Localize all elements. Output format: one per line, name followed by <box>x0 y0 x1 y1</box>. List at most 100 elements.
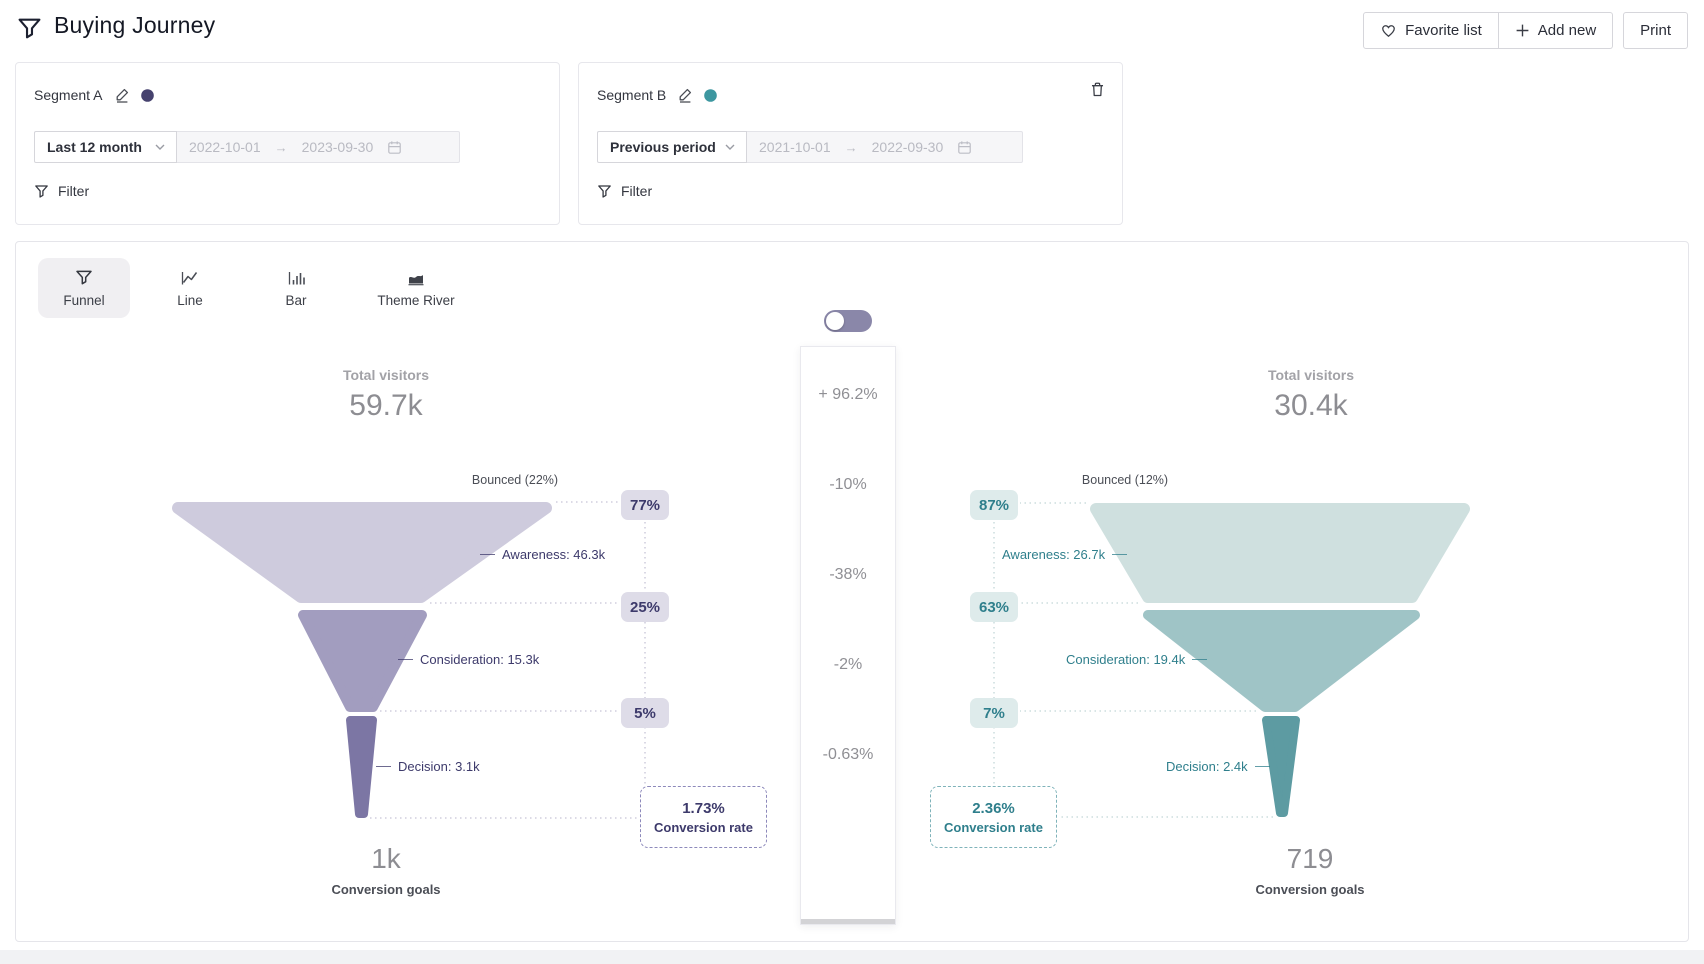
comparison-value-consideration: -38% <box>829 566 867 583</box>
header-button-group: Favorite list Add new <box>1363 12 1614 49</box>
funnel-b-conversion-rate-value: 2.36% <box>972 799 1015 817</box>
segment-a-preset-value: Last 12 month <box>47 139 142 155</box>
arrow-right-icon: → <box>274 139 288 155</box>
chevron-down-icon <box>155 144 165 150</box>
stage-tick <box>1192 659 1208 660</box>
funnel-b-conversion-rate-label: Conversion rate <box>944 819 1043 835</box>
funnel-b-segment-consideration-edge <box>1143 610 1420 712</box>
header-actions: Favorite list Add new Print <box>1363 12 1688 49</box>
funnel-a-total-visitors-value: 59.7k <box>349 389 423 422</box>
segment-a-name: Segment A <box>34 87 103 103</box>
tab-funnel[interactable]: Funnel <box>38 258 130 318</box>
chevron-down-icon <box>725 144 735 150</box>
segment-b-name: Segment B <box>597 87 667 103</box>
add-new-button[interactable]: Add new <box>1498 12 1614 49</box>
funnel-b-badge-decision: 7% <box>970 698 1018 728</box>
print-label: Print <box>1640 22 1671 39</box>
arrow-right-icon: → <box>844 139 858 155</box>
funnel-b-goals-label: Conversion goals <box>1255 882 1365 897</box>
funnel-a-segment-awareness-edge <box>172 502 552 603</box>
comparison-panel <box>800 346 896 925</box>
segment-b-preset-value: Previous period <box>610 139 716 155</box>
funnel-chart-icon <box>76 270 92 285</box>
funnel-a-badge-decision: 5% <box>621 698 669 728</box>
funnel-b-total-visitors-label: Total visitors <box>1267 367 1355 383</box>
segment-a-date-range-input[interactable]: 2022-10-01 → 2023-09-30 <box>177 131 460 163</box>
theme-river-icon <box>408 275 424 286</box>
funnel-title-icon <box>18 18 41 39</box>
tab-bar-label: Bar <box>285 293 307 308</box>
tab-theme-river[interactable]: Theme River <box>356 258 476 318</box>
funnel-b-badge-bounced: 87% <box>970 490 1018 520</box>
favorite-list-button[interactable]: Favorite list <box>1363 12 1499 49</box>
segment-a-edit-button[interactable] <box>112 85 132 105</box>
funnel-a-segment-consideration-edge <box>298 610 427 712</box>
segment-b-date-end: 2022-09-30 <box>871 139 944 155</box>
funnel-b-stage-consideration: Consideration: 19.4k <box>1066 652 1208 667</box>
funnel-b-badge-consideration: 63% <box>970 592 1018 622</box>
funnel-a-stage-awareness: Awareness: 46.3k <box>480 547 605 562</box>
funnel-a-conversion-rate-value: 1.73% <box>682 799 725 817</box>
funnel-a-bounced-label: Bounced (22%) <box>471 473 559 487</box>
funnel-a-goals-label: Conversion goals <box>331 882 441 897</box>
segment-b-date-range-input[interactable]: 2021-10-01 → 2022-09-30 <box>747 131 1023 163</box>
tab-bar[interactable]: Bar <box>250 258 342 318</box>
print-button[interactable]: Print <box>1623 12 1688 49</box>
funnel-b-stage-decision: Decision: 2.4k <box>1166 759 1270 774</box>
filter-funnel-icon <box>35 184 48 198</box>
segment-b-date-start: 2021-10-01 <box>759 139 831 155</box>
funnel-b-stage-awareness-label: Awareness: 26.7k <box>1002 547 1106 562</box>
stage-tick <box>1254 766 1270 767</box>
comparison-value-decision: -2% <box>833 656 863 673</box>
segment-a-filter-button[interactable]: Filter <box>34 183 89 199</box>
segment-b-filter-button[interactable]: Filter <box>597 183 652 199</box>
plus-icon <box>1516 24 1529 37</box>
segment-b-delete-button[interactable] <box>1089 81 1106 101</box>
funnel-a-conversion-rate-box: 1.73% Conversion rate <box>640 786 767 848</box>
funnel-b-total-visitors-value: 30.4k <box>1274 389 1348 422</box>
segment-b-edit-button[interactable] <box>675 85 695 105</box>
calendar-icon <box>958 140 972 154</box>
segment-b-card: Segment B Previous period <box>578 62 1123 225</box>
funnel-a-total-visitors-label: Total visitors <box>342 367 430 383</box>
funnel-a-badge-consideration: 25% <box>621 592 669 622</box>
page-bottom-strip <box>0 950 1704 964</box>
comparison-value-conversion: -0.63% <box>822 746 874 763</box>
funnel-b-segment-consideration[interactable] <box>1148 615 1415 707</box>
funnel-b-segment-awareness[interactable] <box>1096 509 1464 597</box>
segment-a-filter-label: Filter <box>58 183 90 199</box>
filter-funnel-icon <box>598 184 611 198</box>
stage-tick <box>376 766 391 767</box>
funnel-b-stage-awareness: Awareness: 26.7k <box>1002 547 1128 562</box>
bar-chart-icon <box>288 272 305 285</box>
stage-tick <box>480 554 495 555</box>
segment-a-date-start: 2022-10-01 <box>189 139 261 155</box>
funnel-b-bounced-label: Bounced (12%) <box>1081 473 1169 487</box>
favorite-list-label: Favorite list <box>1405 22 1482 39</box>
trash-icon <box>1091 82 1104 97</box>
funnel-b-stage-decision-label: Decision: 2.4k <box>1166 759 1248 774</box>
add-new-label: Add new <box>1537 22 1597 39</box>
funnel-a-conversion-rate-label: Conversion rate <box>654 819 753 835</box>
tab-line[interactable]: Line <box>144 258 236 318</box>
pencil-icon <box>116 88 128 103</box>
pencil-icon <box>679 88 692 103</box>
segment-b-preset-select[interactable]: Previous period <box>597 131 747 163</box>
comparison-toggle[interactable] <box>824 310 872 332</box>
funnel-a-segment-consideration[interactable] <box>303 615 422 707</box>
funnel-b-goals-value: 719 <box>1286 843 1334 874</box>
stage-tick <box>1112 554 1128 555</box>
funnel-b-conversion-rate-box: 2.36% Conversion rate <box>930 786 1057 848</box>
funnel-a-segment-awareness[interactable] <box>178 508 546 597</box>
funnel-a-stage-awareness-label: Awareness: 46.3k <box>502 547 606 562</box>
segment-a-color-dot <box>140 88 154 102</box>
tab-funnel-label: Funnel <box>63 293 105 308</box>
segment-a-header: Segment A <box>34 85 154 105</box>
segment-a-preset-select[interactable]: Last 12 month <box>34 131 177 163</box>
segment-b-color-dot <box>704 88 718 102</box>
funnel-b-segment-decision-edge <box>1262 716 1300 817</box>
funnel-a-stage-consideration: Consideration: 15.3k <box>398 652 539 667</box>
segment-b-filter-label: Filter <box>621 183 653 199</box>
